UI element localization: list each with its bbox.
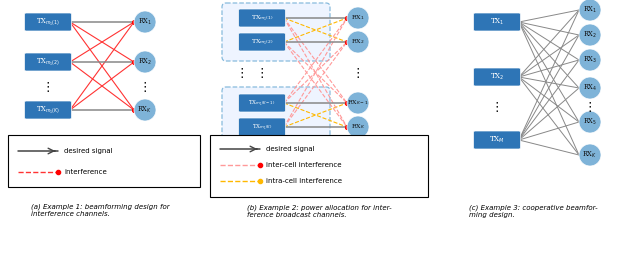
Text: RX$_K$: RX$_K$ <box>138 105 152 115</box>
FancyBboxPatch shape <box>474 13 520 31</box>
Text: TX$_{m_1(K)}$: TX$_{m_1(K)}$ <box>36 105 60 116</box>
Circle shape <box>347 92 369 114</box>
Text: (c) Example 3: cooperative beamfor-
ming design.: (c) Example 3: cooperative beamfor- ming… <box>468 204 597 218</box>
Circle shape <box>347 31 369 53</box>
FancyBboxPatch shape <box>24 13 72 31</box>
Text: RX$_4$: RX$_4$ <box>583 83 597 93</box>
Text: TX$_{m_1(1)}$: TX$_{m_1(1)}$ <box>36 16 60 27</box>
Text: RX$_K$: RX$_K$ <box>351 122 365 131</box>
Circle shape <box>579 49 601 71</box>
Circle shape <box>579 24 601 46</box>
Text: RX$_2$: RX$_2$ <box>351 38 365 46</box>
Text: ⋮: ⋮ <box>352 66 364 80</box>
FancyBboxPatch shape <box>222 3 330 61</box>
Circle shape <box>579 144 601 166</box>
Circle shape <box>134 11 156 33</box>
Circle shape <box>134 99 156 121</box>
Text: TX$_M$: TX$_M$ <box>489 135 505 145</box>
Text: desired signal: desired signal <box>266 146 315 152</box>
Text: desired signal: desired signal <box>64 148 113 154</box>
FancyBboxPatch shape <box>239 94 285 112</box>
Circle shape <box>347 7 369 29</box>
FancyBboxPatch shape <box>8 135 200 187</box>
Text: TX$_{m_1(K-1)}$: TX$_{m_1(K-1)}$ <box>248 98 276 108</box>
FancyBboxPatch shape <box>222 87 330 145</box>
FancyBboxPatch shape <box>474 131 520 149</box>
Circle shape <box>579 111 601 133</box>
Circle shape <box>579 0 601 21</box>
Text: ⋮: ⋮ <box>491 102 503 114</box>
Circle shape <box>347 116 369 138</box>
FancyBboxPatch shape <box>24 53 72 71</box>
Text: RX$_3$: RX$_3$ <box>583 55 597 65</box>
Text: inter-cell interference: inter-cell interference <box>266 162 342 168</box>
Circle shape <box>579 77 601 99</box>
Text: RX$_K$: RX$_K$ <box>582 150 598 160</box>
Text: RX$_2$: RX$_2$ <box>583 30 597 40</box>
Text: TX$_{m_1(K)}$: TX$_{m_1(K)}$ <box>252 122 272 132</box>
Text: TX$_{m_1(2)}$: TX$_{m_1(2)}$ <box>251 37 273 47</box>
FancyBboxPatch shape <box>210 135 428 197</box>
Text: ⋮: ⋮ <box>256 66 268 80</box>
Text: RX$_1$: RX$_1$ <box>583 5 597 15</box>
Text: RX$_1$: RX$_1$ <box>138 17 152 27</box>
Text: TX$_2$: TX$_2$ <box>490 72 504 82</box>
FancyBboxPatch shape <box>239 118 285 136</box>
Text: TX$_{m_1(1)}$: TX$_{m_1(1)}$ <box>251 13 273 23</box>
FancyBboxPatch shape <box>24 101 72 119</box>
Text: ⋮: ⋮ <box>236 66 248 80</box>
Text: TX$_1$: TX$_1$ <box>490 17 504 27</box>
Text: ⋮: ⋮ <box>42 81 54 93</box>
Text: (b) Example 2: power allocation for inter-
ference broadcast channels.: (b) Example 2: power allocation for inte… <box>246 204 391 218</box>
FancyBboxPatch shape <box>474 68 520 86</box>
Text: interference: interference <box>64 169 107 175</box>
Text: intra-cell interference: intra-cell interference <box>266 178 342 184</box>
Text: RX$_2$: RX$_2$ <box>138 57 152 67</box>
FancyBboxPatch shape <box>239 9 285 27</box>
Circle shape <box>134 51 156 73</box>
FancyBboxPatch shape <box>239 33 285 51</box>
Text: RX$_1$: RX$_1$ <box>351 14 365 22</box>
Text: ⋮: ⋮ <box>139 81 151 93</box>
Text: RX$_5$: RX$_5$ <box>583 117 597 127</box>
Text: (a) Example 1: beamforming design for
interference channels.: (a) Example 1: beamforming design for in… <box>31 204 170 218</box>
Text: ⋮: ⋮ <box>584 102 596 114</box>
Text: RX$_{K-1}$: RX$_{K-1}$ <box>347 98 369 107</box>
Text: TX$_{m_1(2)}$: TX$_{m_1(2)}$ <box>36 57 60 68</box>
